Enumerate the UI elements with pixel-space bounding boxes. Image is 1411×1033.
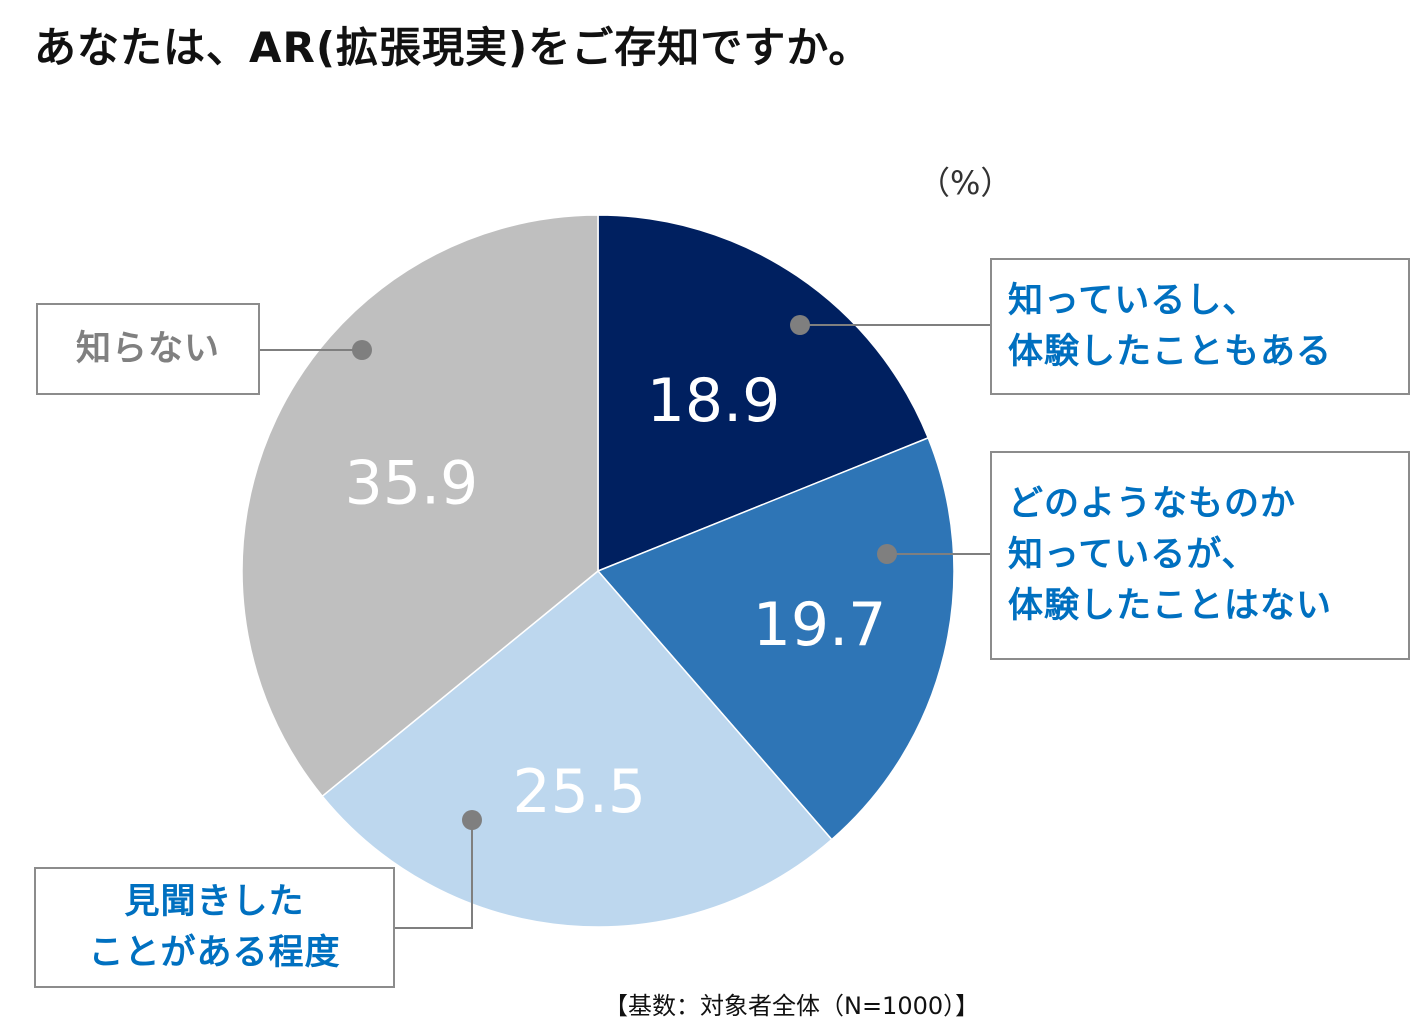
leader-unknown-dot xyxy=(352,340,372,360)
value-label-slice-known-not-experienced: 19.7 xyxy=(753,590,887,660)
slice-heard-of xyxy=(321,569,833,928)
slice-known-not-experienced xyxy=(596,436,955,841)
slice-known-experienced xyxy=(597,214,930,573)
leader-hearsay-line xyxy=(395,820,473,929)
leader-heard-dot xyxy=(877,544,897,564)
base-note: 【基数：対象者全体（N=1000）】 xyxy=(604,992,980,1020)
leader-known-dot xyxy=(790,315,810,335)
legend-label-unknown: 知らない xyxy=(36,303,260,395)
legend-label-heard-of: 見聞きした ことがある程度 xyxy=(34,867,395,988)
slice-unknown xyxy=(241,214,599,798)
unit-label: （%） xyxy=(918,164,1013,202)
value-label-slice-known-experienced: 18.9 xyxy=(647,366,781,436)
value-label-slice-unknown: 35.9 xyxy=(345,448,479,518)
value-label-slice-heard-of: 25.5 xyxy=(513,757,647,827)
leader-hearsay-dot xyxy=(462,810,482,830)
chart-title: あなたは、AR(拡張現実)をご存知ですか。 xyxy=(34,23,872,72)
legend-label-known-and-experienced: 知っているし、 体験したこともある xyxy=(990,258,1410,395)
legend-label-known-not-experienced: どのようなものか 知っているが、 体験したことはない xyxy=(990,451,1410,660)
